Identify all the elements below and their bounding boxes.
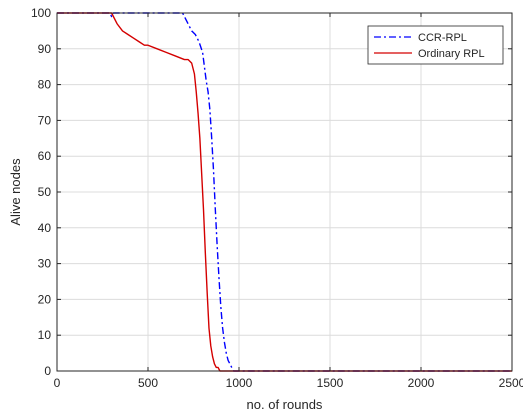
y-tick-label: 40 [38, 221, 52, 235]
axis-ticks: 0 500 1000 1500 2000 2500 0 10 20 30 40 50 60 70 80 90 1… [31, 6, 523, 390]
series-line-ccr-rpl [57, 12, 512, 372]
x-tick-label: 1500 [317, 376, 344, 390]
y-axis-label: Alive nodes [8, 158, 23, 226]
x-tick-label: 2000 [408, 376, 435, 390]
x-tick-label: 1000 [226, 376, 253, 390]
y-tick-label: 10 [38, 328, 52, 342]
legend-box [367, 25, 504, 65]
x-tick-label: 500 [138, 376, 158, 390]
y-tick-label: 100 [31, 6, 51, 20]
y-tick-label: 80 [38, 78, 52, 92]
y-tick-label: 70 [38, 113, 52, 127]
x-tick-label: 2500 [499, 376, 523, 390]
x-tick-label: 0 [54, 376, 61, 390]
y-tick-label: 90 [38, 42, 52, 56]
y-tick-label: 50 [38, 185, 52, 199]
y-tick-label: 30 [38, 257, 52, 271]
y-tick-label: 0 [44, 364, 51, 378]
x-axis-label: no. of rounds [247, 397, 323, 412]
legend-label-ccr-rpl: CCR-RPL [418, 32, 467, 44]
y-tick-label: 60 [38, 149, 52, 163]
legend-label-ordinary-rpl: Ordinary RPL [418, 48, 485, 60]
grid-lines [57, 13, 512, 371]
legend: CCR-RPL Ordinary RPL [367, 25, 504, 65]
y-tick-label: 20 [38, 292, 52, 306]
